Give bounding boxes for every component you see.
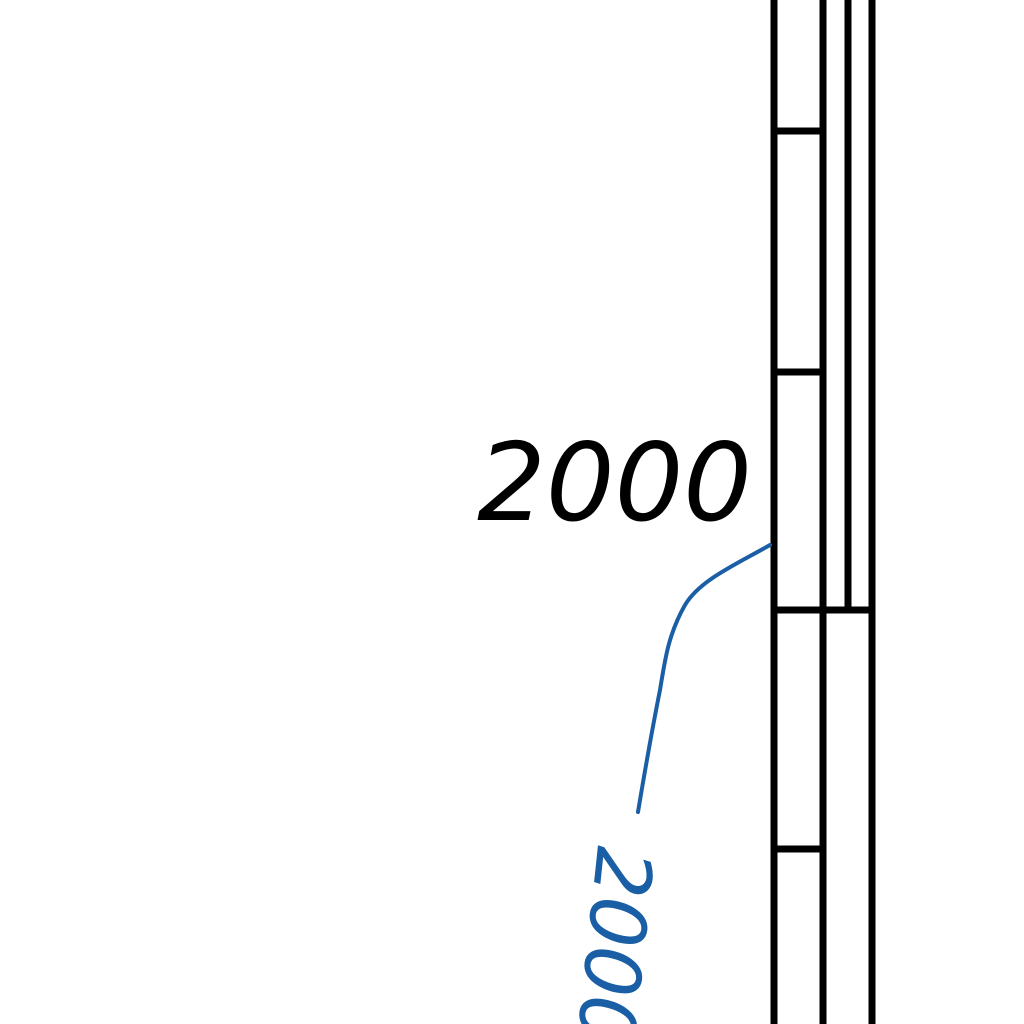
map-frame: [770, 0, 876, 1024]
contour-line: [636, 543, 772, 814]
contour-elevation-label: 2000: [558, 843, 668, 1024]
frame-elevation-label: 2000: [477, 421, 752, 546]
